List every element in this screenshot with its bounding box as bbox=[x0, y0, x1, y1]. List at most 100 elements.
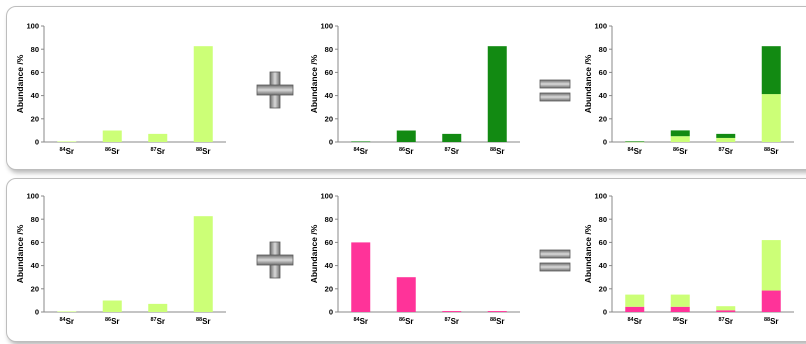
y-tick-label: 60 bbox=[599, 68, 607, 77]
y-tick-label: 0 bbox=[35, 308, 39, 317]
bar-row1-right-88-s1 bbox=[761, 46, 781, 95]
bar-row1-middle-84-s0 bbox=[351, 141, 371, 143]
y-tick-label: 100 bbox=[26, 192, 39, 201]
y-tick-label: 0 bbox=[35, 138, 39, 147]
y-tick-label: 20 bbox=[325, 114, 333, 123]
x-tick-label: 86Sr bbox=[673, 147, 688, 156]
y-tick-label: 40 bbox=[325, 91, 333, 100]
x-tick-label: 86Sr bbox=[399, 147, 414, 156]
y-tick-label: 60 bbox=[31, 68, 39, 77]
y-tick-label: 60 bbox=[31, 238, 39, 247]
bar-row2-left-88-s0 bbox=[193, 216, 213, 312]
y-tick-label: 60 bbox=[325, 68, 333, 77]
y-tick-label: 0 bbox=[603, 138, 607, 147]
bar-row1-right-84-s1 bbox=[625, 141, 645, 142]
bar-row1-middle-88-s0 bbox=[487, 46, 507, 142]
bar-row1-right-84-s0 bbox=[625, 141, 645, 143]
y-tick-label: 40 bbox=[31, 91, 39, 100]
y-tick-label: 100 bbox=[26, 22, 39, 31]
x-tick-label: 84Sr bbox=[353, 147, 368, 156]
x-tick-label: 88Sr bbox=[764, 147, 779, 156]
x-tick-label: 86Sr bbox=[105, 147, 120, 156]
y-axis-label: Abundance /% bbox=[583, 54, 593, 113]
x-tick-label: 88Sr bbox=[196, 317, 211, 326]
y-axis-label: Abundance /% bbox=[309, 54, 319, 113]
equals-sign-icon bbox=[539, 78, 571, 109]
bar-row2-left-86-s0 bbox=[102, 300, 122, 312]
bar-row2-middle-84-s0 bbox=[351, 242, 371, 312]
bar-row2-right-88-s1 bbox=[761, 240, 781, 291]
plus-sign-icon bbox=[255, 240, 295, 285]
bar-row2-middle-88-s0 bbox=[487, 311, 507, 312]
y-tick-label: 40 bbox=[31, 261, 39, 270]
y-axis-label: Abundance /% bbox=[309, 224, 319, 283]
y-tick-label: 80 bbox=[31, 45, 39, 54]
x-tick-label: 87Sr bbox=[718, 147, 733, 156]
y-tick-label: 100 bbox=[320, 22, 333, 31]
bar-row1-right-87-s1 bbox=[716, 133, 736, 138]
bar-row1-right-88-s0 bbox=[761, 94, 781, 142]
y-tick-label: 80 bbox=[31, 215, 39, 224]
chart-row2-middle: 0 20 40 60 80 100 Abundance /% 84Sr 86Sr 87Sr 88Sr bbox=[308, 190, 530, 335]
y-tick-label: 40 bbox=[325, 261, 333, 270]
y-tick-label: 100 bbox=[320, 192, 333, 201]
row-frame-bottom bbox=[6, 178, 806, 342]
bar-row2-right-84-s0 bbox=[625, 306, 645, 312]
y-tick-label: 0 bbox=[329, 138, 333, 147]
x-tick-label: 84Sr bbox=[59, 317, 74, 326]
y-tick-label: 80 bbox=[599, 45, 607, 54]
y-tick-label: 20 bbox=[599, 284, 607, 293]
y-axis-label: Abundance /% bbox=[15, 54, 25, 113]
y-tick-label: 20 bbox=[31, 284, 39, 293]
bar-row1-right-87-s0 bbox=[716, 137, 736, 142]
x-tick-label: 84Sr bbox=[59, 147, 74, 156]
row-frame-top bbox=[6, 6, 806, 170]
y-tick-label: 80 bbox=[325, 45, 333, 54]
bar-row2-right-87-s0 bbox=[716, 310, 736, 312]
y-axis-label: Abundance /% bbox=[583, 224, 593, 283]
x-tick-label: 86Sr bbox=[399, 317, 414, 326]
chart-row1-right: 0 20 40 60 80 100 Abundance /% 84Sr 86Sr 87Sr 88Sr bbox=[582, 20, 804, 165]
x-tick-label: 87Sr bbox=[718, 317, 733, 326]
x-tick-label: 84Sr bbox=[353, 317, 368, 326]
equals-sign-icon bbox=[539, 248, 571, 279]
x-tick-label: 87Sr bbox=[150, 317, 165, 326]
y-tick-label: 20 bbox=[31, 114, 39, 123]
bar-row2-right-84-s1 bbox=[625, 294, 645, 307]
bar-row1-middle-87-s0 bbox=[442, 133, 462, 142]
chart-row2-right: 0 20 40 60 80 100 Abundance /% 84Sr 86Sr 87Sr 88Sr bbox=[582, 190, 804, 335]
x-tick-label: 88Sr bbox=[196, 147, 211, 156]
x-tick-label: 88Sr bbox=[764, 317, 779, 326]
bar-row2-right-86-s1 bbox=[670, 294, 690, 307]
bar-row1-right-86-s1 bbox=[670, 130, 690, 137]
y-tick-label: 40 bbox=[599, 91, 607, 100]
bar-row2-right-88-s0 bbox=[761, 290, 781, 312]
y-tick-label: 80 bbox=[599, 215, 607, 224]
y-tick-label: 40 bbox=[599, 261, 607, 270]
bar-row1-middle-86-s0 bbox=[396, 130, 416, 142]
bar-row1-left-86-s0 bbox=[102, 130, 122, 142]
bar-row2-right-86-s0 bbox=[670, 306, 690, 312]
x-tick-label: 87Sr bbox=[150, 147, 165, 156]
bar-row2-left-87-s0 bbox=[148, 303, 168, 312]
y-tick-label: 0 bbox=[329, 308, 333, 317]
y-tick-label: 0 bbox=[603, 308, 607, 317]
bar-row2-middle-86-s0 bbox=[396, 277, 416, 312]
x-tick-label: 84Sr bbox=[627, 147, 642, 156]
y-tick-label: 100 bbox=[594, 22, 607, 31]
y-tick-label: 60 bbox=[325, 238, 333, 247]
bar-row2-right-87-s1 bbox=[716, 306, 736, 311]
chart-row1-middle: 0 20 40 60 80 100 Abundance /% 84Sr 86Sr 87Sr 88Sr bbox=[308, 20, 530, 165]
x-tick-label: 88Sr bbox=[490, 317, 505, 326]
y-tick-label: 20 bbox=[325, 284, 333, 293]
bar-row2-middle-87-s0 bbox=[442, 311, 462, 312]
bar-row1-right-86-s0 bbox=[670, 136, 690, 142]
bar-row2-left-84-s0 bbox=[57, 311, 77, 313]
bar-row1-left-87-s0 bbox=[148, 133, 168, 142]
x-tick-label: 87Sr bbox=[444, 147, 459, 156]
y-tick-label: 80 bbox=[325, 215, 333, 224]
y-tick-label: 60 bbox=[599, 238, 607, 247]
chart-row1-left: 0 20 40 60 80 100 Abundance /% 84Sr 86Sr 87Sr 88Sr bbox=[14, 20, 236, 165]
x-tick-label: 84Sr bbox=[627, 317, 642, 326]
y-axis-label: Abundance /% bbox=[15, 224, 25, 283]
